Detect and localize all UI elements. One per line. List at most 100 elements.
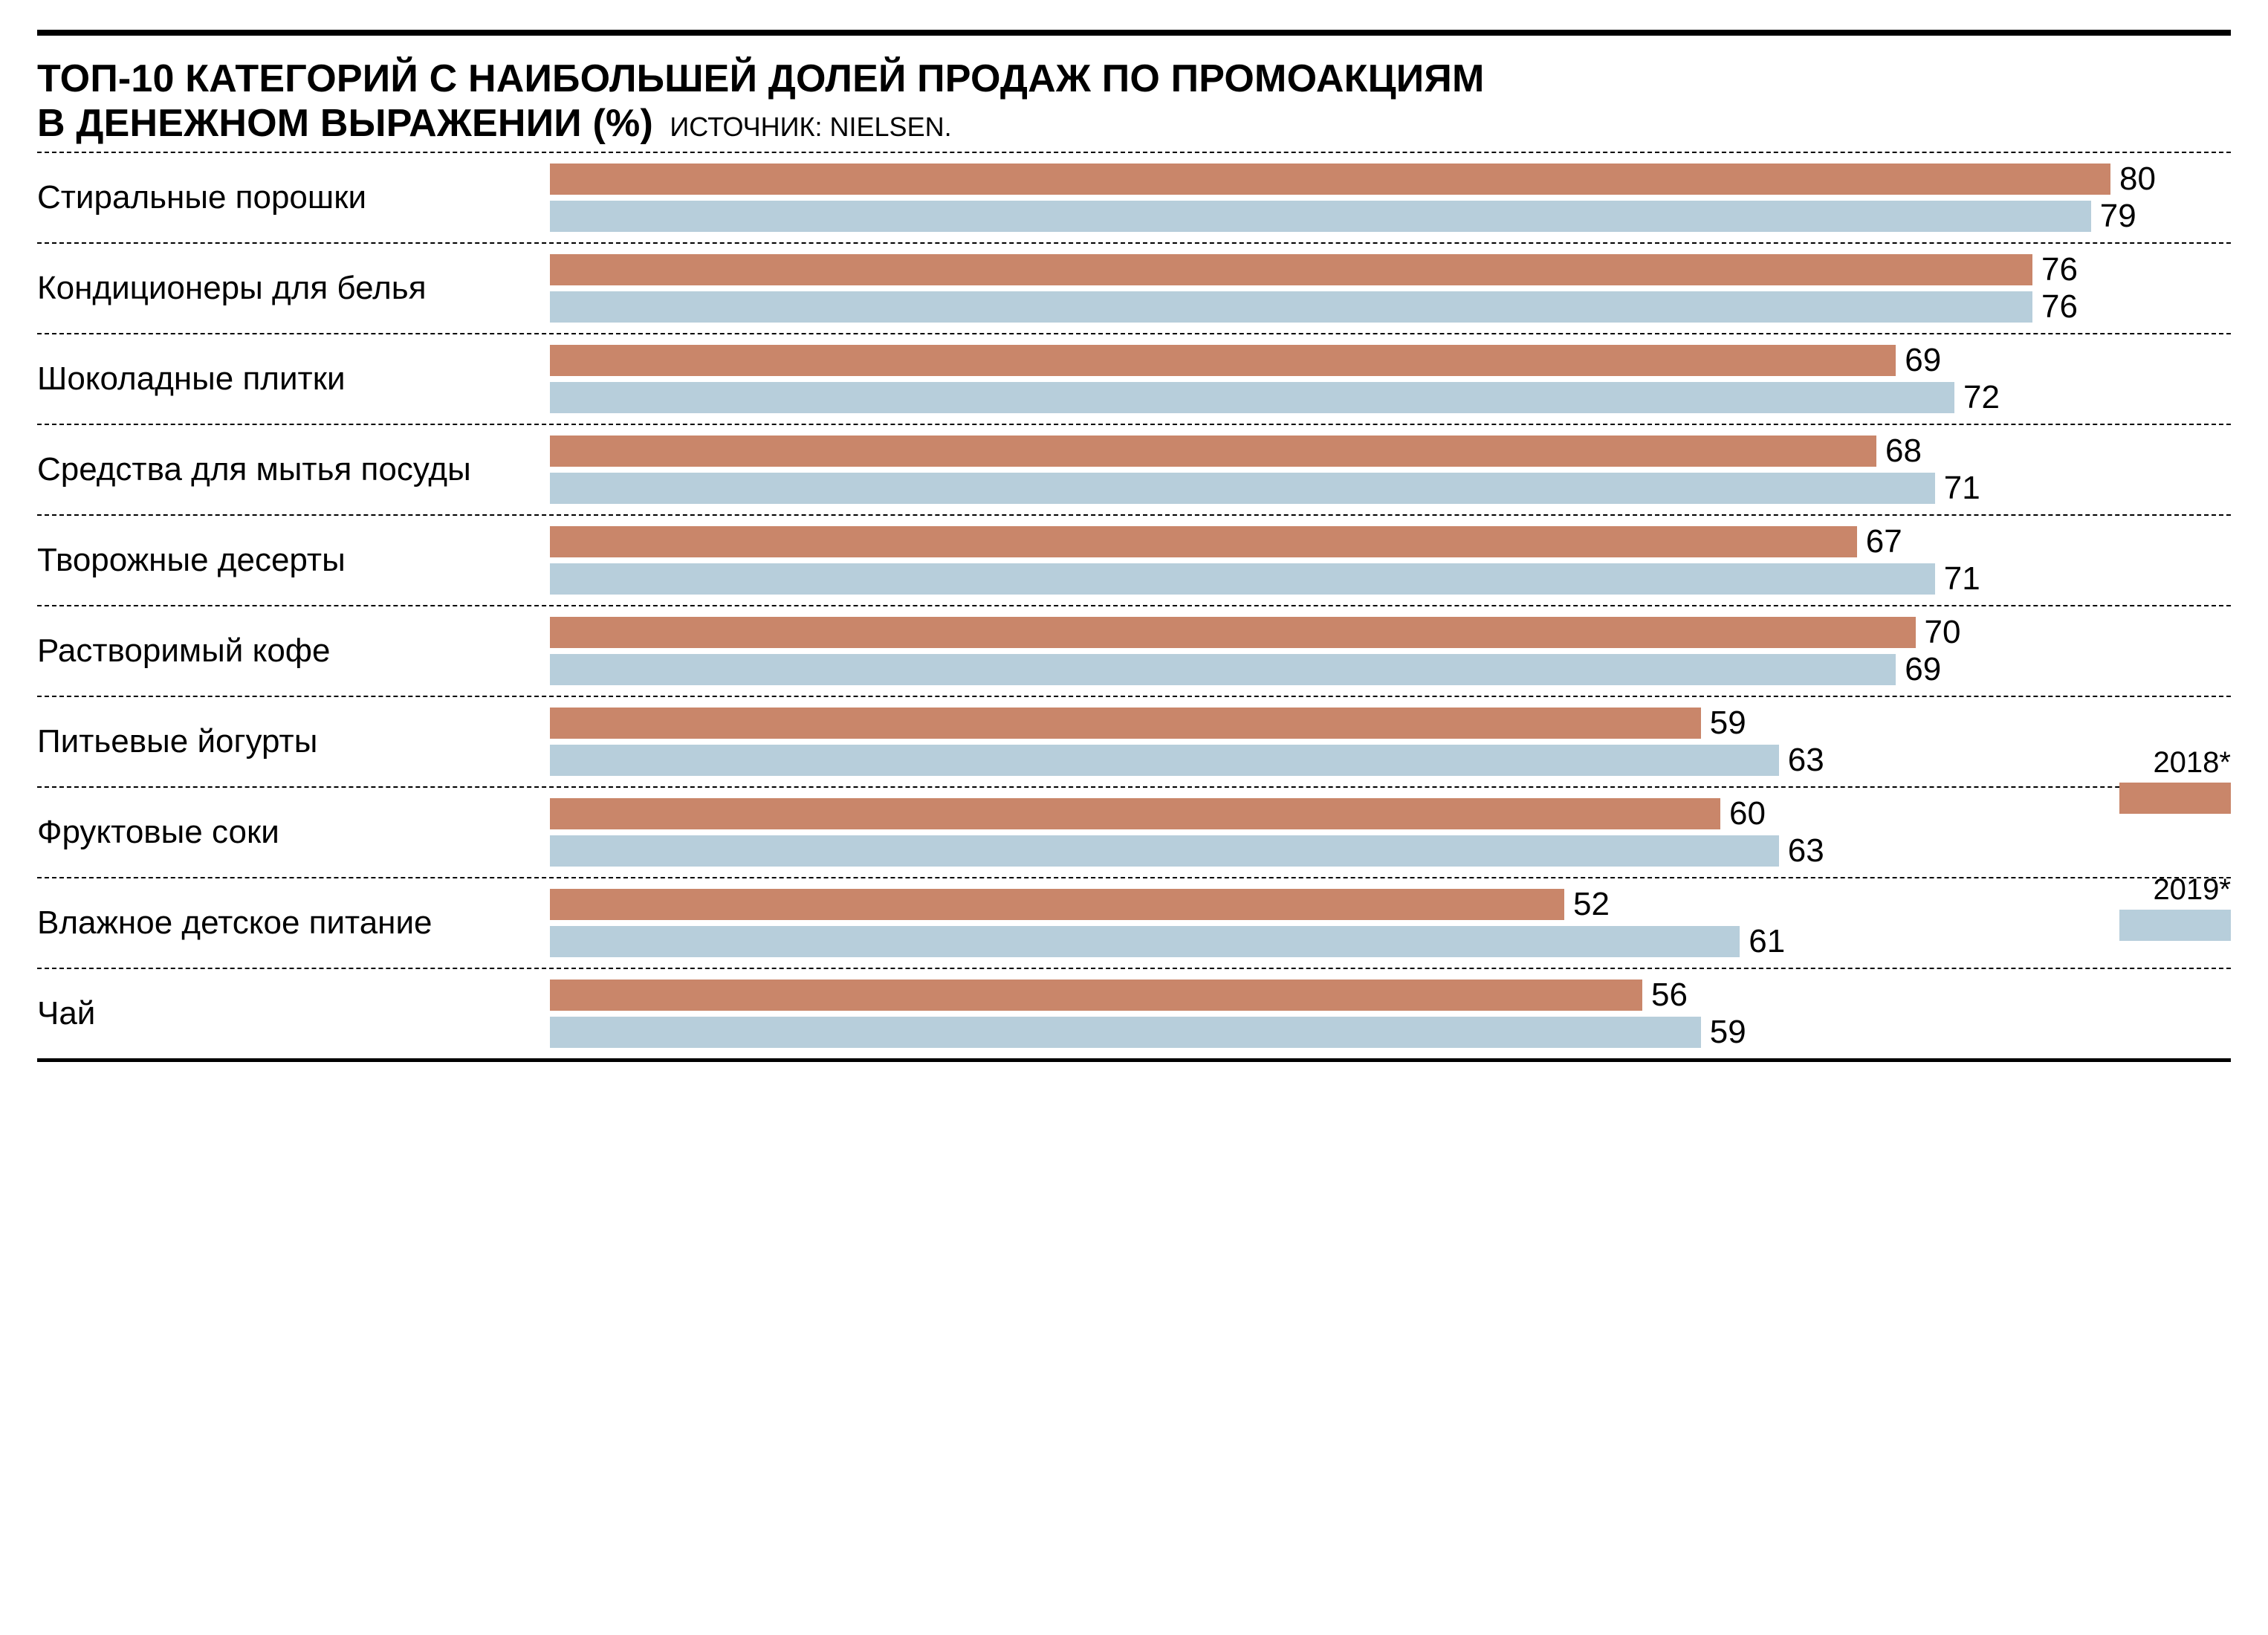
title-line-1: ТОП-10 КАТЕГОРИЙ С НАИБОЛЬШЕЙ ДОЛЕЙ ПРОД… [37,56,2231,101]
legend: 2018* 2019* [2119,746,2231,948]
bar-wrap: 63 [550,832,2231,870]
bar-wrap: 60 [550,795,2231,832]
category-label: Кондиционеры для белья [37,251,550,326]
legend-label: 2019* [2119,873,2231,907]
bar [550,254,2032,285]
bar-value: 72 [1963,379,2000,416]
bar-wrap: 72 [550,379,2231,416]
bar [550,654,1896,685]
legend-swatch [2119,783,2231,814]
bar [550,526,1857,557]
category-label: Растворимый кофе [37,614,550,688]
bar [550,164,2110,195]
bar-value: 71 [1944,560,1980,598]
top-rule [37,30,2231,36]
bar [550,889,1564,920]
category-label: Фруктовые соки [37,795,550,870]
bar-group: 8079 [550,161,2231,235]
bar [550,201,2091,232]
category-label: Влажное детское питание [37,886,550,960]
bar-wrap: 76 [550,288,2231,326]
bar-wrap: 63 [550,742,2231,779]
chart-row: Шоколадные плитки 69 72 [37,333,2231,424]
bar-wrap: 59 [550,705,2231,742]
bar-wrap: 69 [550,342,2231,379]
bar [550,798,1720,829]
bar-value: 63 [1788,832,1824,870]
bar-value: 70 [1925,614,1961,651]
bar-value: 69 [1905,342,1941,379]
bar-group: 7676 [550,251,2231,326]
bar-wrap: 52 [550,886,2231,923]
bar-group: 59 63 [550,705,2231,779]
bar [550,617,1916,648]
bar-group: 69 72 [550,342,2231,416]
bar-wrap: 59 [550,1014,2231,1051]
legend-swatch [2119,910,2231,941]
chart-row: Питьевые йогурты5963 [37,696,2231,786]
bar-group: 52 61 [550,886,2231,960]
category-label: Средства для мытья посуды [37,433,550,507]
bar-value: 68 [1885,433,1922,470]
bar-group: 68 71 [550,433,2231,507]
bar-wrap: 71 [550,560,2231,598]
title-line-2: В ДЕНЕЖНОМ ВЫРАЖЕНИИ (%) [37,102,653,145]
bar [550,473,1935,504]
legend-item: 2019* [2119,873,2231,948]
bar-value: 79 [2100,198,2136,235]
bar [550,835,1779,867]
bar-value: 63 [1788,742,1824,779]
bar-value: 61 [1749,923,1785,960]
chart-row: Средства для мытья посуды 68 71 [37,424,2231,514]
chart-row: Кондиционеры для белья7676 [37,242,2231,333]
bar-wrap: 71 [550,470,2231,507]
bar-group: 67 71 [550,523,2231,598]
bar [550,345,1896,376]
bar-value: 69 [1905,651,1941,688]
bar-value: 76 [2041,251,2078,288]
bar-wrap: 79 [550,198,2231,235]
bar [550,1017,1701,1048]
chart-title: ТОП-10 КАТЕГОРИЙ С НАИБОЛЬШЕЙ ДОЛЕЙ ПРОД… [37,56,2231,146]
bar-value: 59 [1710,1014,1746,1051]
chart-row: Фруктовые соки 60 63 [37,786,2231,877]
bar [550,382,1954,413]
legend-label: 2018* [2119,746,2231,780]
bar [550,708,1701,739]
bar [550,926,1740,957]
bar-wrap: 80 [550,161,2231,198]
bar-value: 76 [2041,288,2078,326]
bar-group: 7069 [550,614,2231,688]
category-label: Шоколадные плитки [37,342,550,416]
category-label: Творожные десерты [37,523,550,598]
bar [550,291,2032,323]
chart-row: Стиральные порошки8079 [37,152,2231,242]
bar-wrap: 69 [550,651,2231,688]
chart-row: Чай 56 59 [37,968,2231,1058]
bar [550,436,1876,467]
bar-value: 52 [1573,886,1610,923]
bar-value: 80 [2119,161,2156,198]
bar-wrap: 70 [550,614,2231,651]
bar-wrap: 67 [550,523,2231,560]
bar-wrap: 56 [550,977,2231,1014]
bar-group: 56 59 [550,977,2231,1051]
bar-value: 60 [1729,795,1766,832]
bar-wrap: 61 [550,923,2231,960]
category-label: Чай [37,977,550,1051]
bar-value: 56 [1651,977,1688,1014]
bar-value: 67 [1866,523,1902,560]
chart-source: ИСТОЧНИК: NIELSEN. [670,111,951,143]
chart-row: Творожные десерты 67 71 [37,514,2231,605]
bar [550,745,1779,776]
chart-row: Растворимый кофе7069 [37,605,2231,696]
category-label: Стиральные порошки [37,161,550,235]
bar-wrap: 76 [550,251,2231,288]
bar-value: 71 [1944,470,1980,507]
legend-item: 2018* [2119,746,2231,821]
bar-wrap: 68 [550,433,2231,470]
chart-row: Влажное детское питание 52 61 [37,877,2231,968]
bar [550,563,1935,595]
bar-value: 59 [1710,705,1746,742]
bar [550,980,1642,1011]
